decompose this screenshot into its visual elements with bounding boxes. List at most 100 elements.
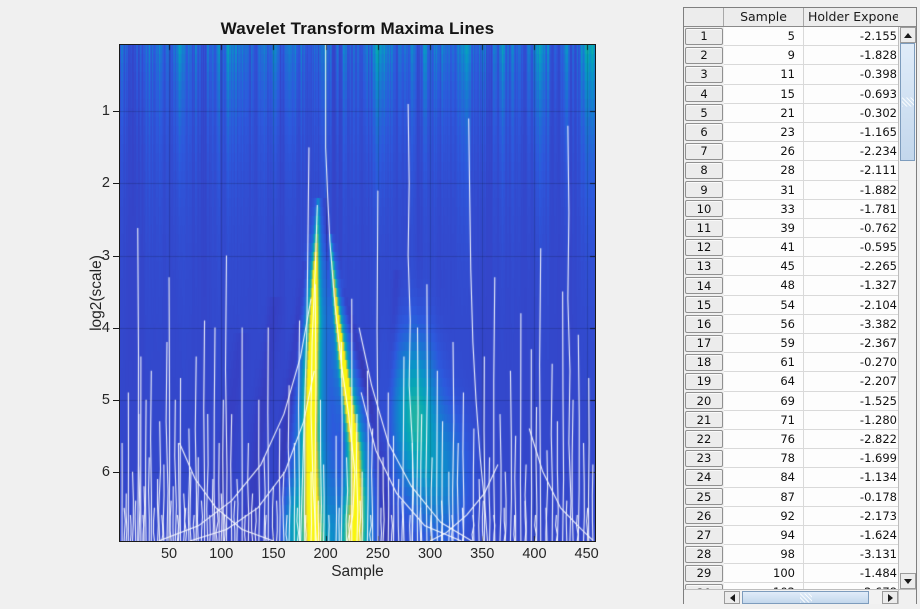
row-header-cell[interactable]: 20 — [684, 391, 724, 411]
cell-holder-exponent[interactable]: -1.828 — [804, 46, 898, 66]
row-number-button[interactable]: 19 — [685, 372, 723, 391]
cell-sample[interactable]: 45 — [724, 257, 804, 277]
row-header-cell[interactable]: 21 — [684, 410, 724, 430]
cell-holder-exponent[interactable]: -2.234 — [804, 142, 898, 162]
row-header-cell[interactable]: 4 — [684, 84, 724, 104]
cell-holder-exponent[interactable]: -0.270 — [804, 353, 898, 373]
vertical-scrollbar[interactable] — [898, 27, 916, 589]
cell-holder-exponent[interactable]: -2.678 — [804, 583, 898, 589]
cell-holder-exponent[interactable]: -1.165 — [804, 122, 898, 143]
row-header-cell[interactable]: 13 — [684, 257, 724, 277]
cell-holder-exponent[interactable]: -2.265 — [804, 257, 898, 277]
cell-sample[interactable]: 94 — [724, 525, 804, 546]
row-header-cell[interactable]: 1 — [684, 27, 724, 47]
cell-holder-exponent[interactable]: -1.882 — [804, 180, 898, 200]
row-number-button[interactable]: 2 — [685, 46, 723, 64]
scroll-down-button[interactable] — [900, 573, 916, 589]
row-number-button[interactable]: 29 — [685, 564, 723, 582]
row-number-button[interactable]: 20 — [685, 392, 723, 410]
cell-sample[interactable]: 61 — [724, 353, 804, 373]
row-number-button[interactable]: 11 — [685, 219, 723, 237]
cell-holder-exponent[interactable]: -2.155 — [804, 27, 898, 47]
cell-holder-exponent[interactable]: -2.367 — [804, 334, 898, 354]
cell-holder-exponent[interactable]: -1.134 — [804, 468, 898, 488]
cell-holder-exponent[interactable]: -3.382 — [804, 314, 898, 334]
row-number-button[interactable]: 28 — [685, 545, 723, 563]
row-number-button[interactable]: 16 — [685, 315, 723, 333]
cell-sample[interactable]: 26 — [724, 142, 804, 162]
cell-sample[interactable]: 102 — [724, 583, 804, 589]
cell-holder-exponent[interactable]: -1.624 — [804, 525, 898, 546]
row-header-cell[interactable]: 8 — [684, 161, 724, 181]
row-header-cell[interactable]: 10 — [684, 199, 724, 219]
row-number-button[interactable]: 12 — [685, 238, 723, 256]
cell-holder-exponent[interactable]: -1.280 — [804, 410, 898, 430]
cell-sample[interactable]: 9 — [724, 46, 804, 66]
row-header-cell[interactable]: 15 — [684, 295, 724, 315]
row-number-button[interactable]: 9 — [685, 181, 723, 199]
cell-sample[interactable]: 92 — [724, 506, 804, 526]
cell-holder-exponent[interactable]: -1.699 — [804, 449, 898, 469]
cell-holder-exponent[interactable]: -0.302 — [804, 103, 898, 123]
cell-holder-exponent[interactable]: -2.822 — [804, 429, 898, 450]
cell-sample[interactable]: 98 — [724, 545, 804, 565]
row-header-cell[interactable]: 14 — [684, 276, 724, 296]
row-number-button[interactable]: 17 — [685, 334, 723, 352]
row-number-button[interactable]: 1 — [685, 27, 723, 45]
horizontal-scrollbar[interactable] — [724, 589, 898, 604]
vertical-scrollbar-thumb[interactable] — [900, 43, 915, 161]
cell-holder-exponent[interactable]: -2.104 — [804, 295, 898, 315]
row-number-button[interactable]: 13 — [685, 257, 723, 275]
cell-sample[interactable]: 54 — [724, 295, 804, 315]
cell-sample[interactable]: 71 — [724, 410, 804, 430]
row-header-cell[interactable]: 11 — [684, 218, 724, 239]
row-header-cell[interactable]: 22 — [684, 429, 724, 450]
cell-holder-exponent[interactable]: -2.111 — [804, 161, 898, 181]
row-header-cell[interactable]: 12 — [684, 238, 724, 258]
row-header-cell[interactable]: 16 — [684, 314, 724, 334]
cell-holder-exponent[interactable]: -0.693 — [804, 84, 898, 104]
horizontal-scrollbar-thumb[interactable] — [742, 591, 869, 604]
row-header-cell[interactable]: 28 — [684, 545, 724, 565]
cell-sample[interactable]: 87 — [724, 487, 804, 507]
row-number-button[interactable]: 5 — [685, 104, 723, 122]
cell-holder-exponent[interactable]: -0.595 — [804, 238, 898, 258]
row-number-button[interactable]: 10 — [685, 200, 723, 218]
row-header-cell[interactable]: 24 — [684, 468, 724, 488]
cell-sample[interactable]: 78 — [724, 449, 804, 469]
scroll-right-button[interactable] — [882, 591, 898, 604]
row-header-cell[interactable]: 3 — [684, 65, 724, 85]
row-number-button[interactable]: 26 — [685, 507, 723, 525]
cell-sample[interactable]: 41 — [724, 238, 804, 258]
scroll-up-button[interactable] — [900, 27, 916, 43]
cell-holder-exponent[interactable]: -0.398 — [804, 65, 898, 85]
cell-sample[interactable]: 48 — [724, 276, 804, 296]
cell-sample[interactable]: 39 — [724, 218, 804, 239]
cell-holder-exponent[interactable]: -3.131 — [804, 545, 898, 565]
row-header-cell[interactable]: 9 — [684, 180, 724, 200]
cell-holder-exponent[interactable]: -2.173 — [804, 506, 898, 526]
row-number-button[interactable]: 24 — [685, 468, 723, 486]
row-number-button[interactable]: 14 — [685, 276, 723, 295]
row-number-button[interactable]: 25 — [685, 488, 723, 506]
cell-sample[interactable]: 23 — [724, 122, 804, 143]
row-number-button[interactable]: 27 — [685, 526, 723, 544]
row-header-cell[interactable]: 26 — [684, 506, 724, 526]
row-number-button[interactable]: 3 — [685, 65, 723, 84]
row-number-button[interactable]: 6 — [685, 123, 723, 141]
cell-sample[interactable]: 21 — [724, 103, 804, 123]
cell-holder-exponent[interactable]: -1.484 — [804, 564, 898, 584]
row-header-cell[interactable]: 30 — [684, 583, 724, 589]
row-number-button[interactable]: 4 — [685, 85, 723, 103]
cell-sample[interactable]: 28 — [724, 161, 804, 181]
cell-sample[interactable]: 33 — [724, 199, 804, 219]
cell-sample[interactable]: 64 — [724, 372, 804, 392]
row-header-cell[interactable]: 27 — [684, 525, 724, 546]
row-number-button[interactable]: 22 — [685, 430, 723, 448]
row-number-button[interactable]: 30 — [685, 583, 723, 589]
cell-sample[interactable]: 31 — [724, 180, 804, 200]
cell-sample[interactable]: 5 — [724, 27, 804, 47]
cell-sample[interactable]: 100 — [724, 564, 804, 584]
row-header-cell[interactable]: 18 — [684, 353, 724, 373]
row-header-cell[interactable]: 6 — [684, 122, 724, 143]
